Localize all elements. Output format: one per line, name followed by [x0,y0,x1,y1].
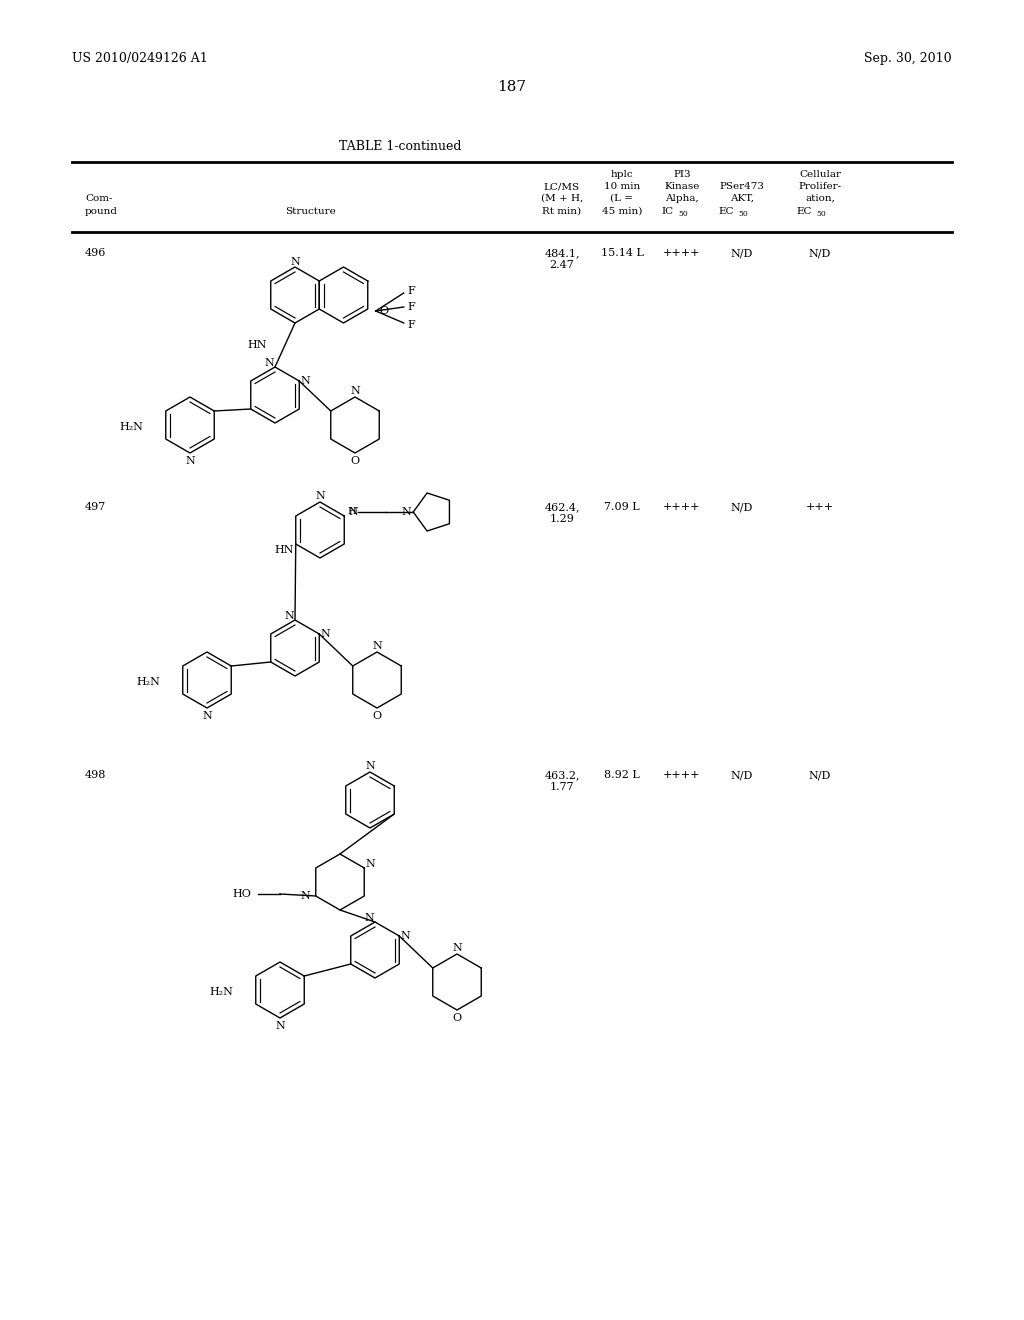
Text: Rt min): Rt min) [543,207,582,216]
Text: N: N [453,942,462,953]
Text: Cellular: Cellular [799,170,841,180]
Text: N: N [366,762,375,771]
Text: Structure: Structure [285,207,336,216]
Text: pound: pound [85,207,118,216]
Text: PSer473: PSer473 [720,182,765,191]
Text: H₂N: H₂N [137,677,161,686]
Text: LC/MS: LC/MS [544,182,580,191]
Text: N: N [372,642,382,651]
Text: N: N [365,913,374,923]
Text: Sep. 30, 2010: Sep. 30, 2010 [864,51,952,65]
Text: N: N [290,257,300,267]
Text: N: N [185,455,195,466]
Text: 498: 498 [85,770,106,780]
Text: PI3: PI3 [673,170,691,180]
Text: (L =: (L = [610,194,634,203]
Text: 8.92 L: 8.92 L [604,770,640,780]
Text: 50: 50 [816,210,825,218]
Text: ++++: ++++ [664,248,700,257]
Text: 45 min): 45 min) [602,207,642,216]
Text: H₂N: H₂N [120,422,143,432]
Text: H: H [348,507,356,516]
Text: N: N [321,630,330,639]
Text: hplc: hplc [610,170,633,180]
Text: ++++: ++++ [664,502,700,512]
Text: N: N [264,358,273,368]
Text: US 2010/0249126 A1: US 2010/0249126 A1 [72,51,208,65]
Text: N: N [348,507,358,517]
Text: N: N [300,891,309,902]
Text: Kinase: Kinase [665,182,699,191]
Text: F: F [408,286,416,296]
Text: O: O [350,455,359,466]
Text: Prolifer-: Prolifer- [799,182,842,191]
Text: ation,: ation, [805,194,835,203]
Text: 484.1,
2.47: 484.1, 2.47 [544,248,580,269]
Text: O: O [453,1012,462,1023]
Text: 497: 497 [85,502,106,512]
Text: N/D: N/D [731,248,754,257]
Text: EC: EC [797,207,812,216]
Text: H₂N: H₂N [210,987,233,997]
Text: 462.4,
1.29: 462.4, 1.29 [544,502,580,524]
Text: N: N [401,507,412,517]
Text: F: F [408,319,416,330]
Text: N/D: N/D [809,248,831,257]
Text: EC: EC [719,207,734,216]
Text: +++: +++ [806,502,835,512]
Text: N: N [275,1020,285,1031]
Text: N: N [350,385,359,396]
Text: O: O [373,711,382,721]
Text: 463.2,
1.77: 463.2, 1.77 [544,770,580,792]
Text: AKT,: AKT, [730,194,754,203]
Text: HO: HO [232,888,252,899]
Text: N/D: N/D [809,770,831,780]
Text: N: N [284,611,294,620]
Text: ++++: ++++ [664,770,700,780]
Text: 7.09 L: 7.09 L [604,502,640,512]
Text: HN: HN [248,341,267,350]
Text: IC: IC [662,207,674,216]
Text: N: N [300,376,310,385]
Text: N: N [315,491,325,502]
Text: Com-: Com- [85,194,113,203]
Text: HN: HN [274,545,294,554]
Text: N: N [400,931,411,941]
Text: 10 min: 10 min [604,182,640,191]
Text: (M + H,: (M + H, [541,194,583,203]
Text: 15.14 L: 15.14 L [600,248,643,257]
Text: O: O [379,306,388,315]
Text: Alpha,: Alpha, [666,194,698,203]
Text: N: N [366,859,375,869]
Text: F: F [408,302,416,312]
Text: 187: 187 [498,81,526,94]
Text: N/D: N/D [731,770,754,780]
Text: 50: 50 [738,210,748,218]
Text: 496: 496 [85,248,106,257]
Text: TABLE 1-continued: TABLE 1-continued [339,140,461,153]
Text: N/D: N/D [731,502,754,512]
Text: N: N [202,711,212,721]
Text: 50: 50 [678,210,688,218]
